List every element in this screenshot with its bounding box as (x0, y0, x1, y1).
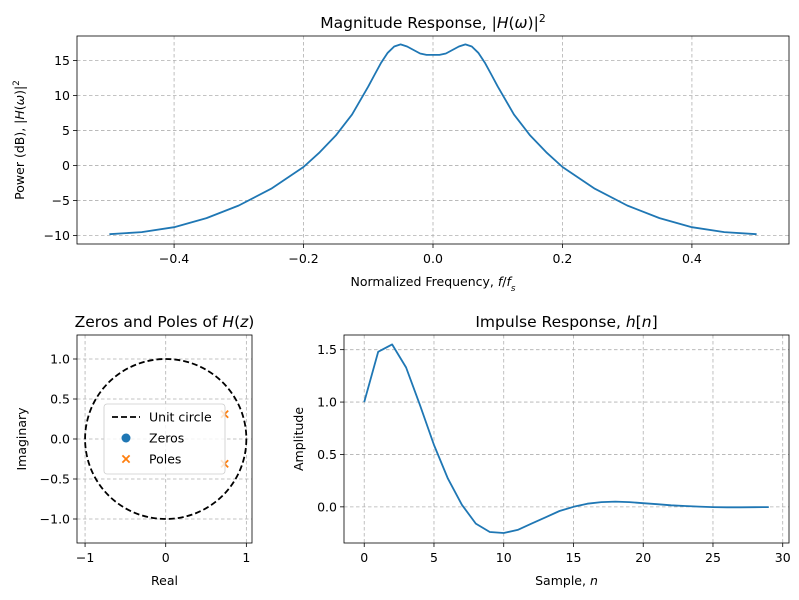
impulse-response-chart: 0 5 10 15 20 25 30 0.0 0.5 1.0 1.5 Impulse Response… (291, 313, 791, 588)
impulse-x-tick-label: 15 (566, 550, 582, 565)
pole-zero-y-tick-label: 1.0 (50, 352, 70, 367)
unit-circle (84, 358, 248, 520)
impulse-x-tick-label: 30 (775, 550, 791, 565)
legend-zeros-swatch (121, 433, 131, 443)
magnitude-axes-frame (76, 35, 790, 245)
pole-zero-x-tick-label: 1 (242, 550, 250, 565)
pole-zero-x-tick-label: 0 (162, 550, 170, 565)
pole-zero-axes-frame (76, 334, 253, 544)
legend-poles-label: Poles (149, 452, 181, 467)
magnitude-x-axis-label: Normalized Frequency, f/fs (351, 274, 516, 294)
magnitude-y-tick-label: −5 (52, 193, 70, 208)
impulse-title: Impulse Response, h[n] (475, 313, 657, 331)
legend-unit-circle-label: Unit circle (149, 410, 212, 425)
pole-zero-title: Zeros and Poles of H(z) (75, 313, 255, 331)
magnitude-y-tick-label: 5 (62, 123, 70, 138)
impulse-axes-frame (343, 334, 790, 544)
impulse-x-axis-label: Sample, n (535, 573, 598, 588)
magnitude-y-tick-label: 10 (54, 88, 70, 103)
magnitude-x-tick-label: −0.2 (288, 251, 318, 266)
magnitude-x-tick-label: 0.2 (553, 251, 573, 266)
impulse-y-tick-label: 1.5 (317, 342, 337, 357)
magnitude-x-tick-label: −0.4 (159, 251, 189, 266)
impulse-x-tick-label: 20 (635, 550, 651, 565)
impulse-x-tick-label: 10 (496, 550, 512, 565)
legend-poles-swatch (121, 454, 131, 464)
pole-zero-y-tick-label: −0.5 (40, 472, 70, 487)
pole-zero-y-tick-label: −1.0 (40, 512, 70, 527)
pole-zero-x-tick-label: −1 (76, 550, 94, 565)
pole-zero-x-axis-label: Real (151, 573, 178, 588)
impulse-x-tick-label: 0 (360, 550, 368, 565)
pole-zero-legend: Unit circle Zeros Poles (103, 403, 226, 475)
magnitude-y-tick-label: 0 (62, 158, 70, 173)
pole-zero-y-axis-label: Imaginary (14, 407, 29, 471)
impulse-y-tick-label: 0.0 (317, 499, 337, 514)
magnitude-x-tick-label: 0.0 (423, 251, 443, 266)
magnitude-y-tick-label: 15 (54, 53, 70, 68)
impulse-y-tick-label: 0.5 (317, 447, 337, 462)
pole-zero-y-tick-label: 0.5 (50, 392, 70, 407)
legend-zeros-label: Zeros (149, 431, 184, 446)
impulse-x-tick-label: 5 (430, 550, 438, 565)
impulse-series-line (363, 343, 769, 534)
magnitude-title: Magnitude Response, |H(ω)|2 (320, 12, 545, 33)
impulse-y-axis-label: Amplitude (291, 407, 306, 471)
magnitude-series-line (109, 43, 757, 236)
magnitude-y-axis-label: Power (dB), |H(ω)|2 (12, 80, 27, 200)
impulse-x-tick-label: 25 (705, 550, 721, 565)
magnitude-y-tick-label: −10 (44, 228, 70, 243)
impulse-y-tick-label: 1.0 (317, 395, 337, 410)
pole-zero-chart: −1 0 1 −1.0 −0.5 0.0 0.5 1.0 Zeros and Poles of … (14, 313, 254, 588)
magnitude-x-tick-label: 0.4 (682, 251, 702, 266)
legend-frame (103, 403, 226, 475)
pole-zero-y-tick-label: 0.0 (50, 432, 70, 447)
magnitude-response-chart: −0.4 −0.2 0.0 0.2 0.4 −10 −5 0 5 10 15 Magnitude Re… (12, 12, 790, 294)
